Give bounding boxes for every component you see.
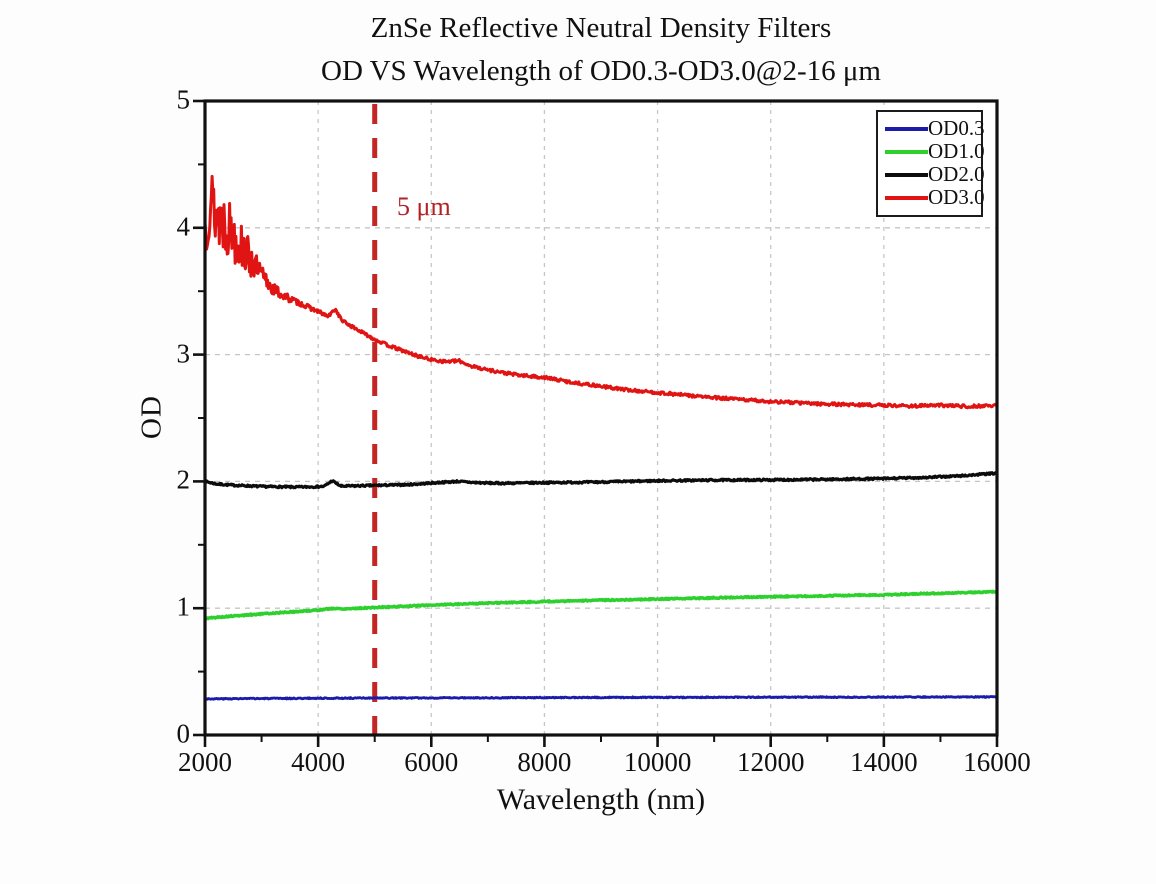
- y-tick-label: 2: [176, 464, 191, 495]
- plot-background: [205, 101, 997, 735]
- y-tick-label: 4: [176, 211, 191, 242]
- legend-label: OD2.0: [928, 162, 985, 186]
- chart-title-line-1: ZnSe Reflective Neutral Density Filters: [370, 12, 832, 44]
- legend-line-sample: [885, 126, 928, 131]
- x-tick-label: 12000: [736, 747, 805, 777]
- series-line-OD1.0: [204, 589, 998, 621]
- y-tick-label: 3: [176, 337, 191, 368]
- legend-label: OD3.0: [928, 185, 985, 209]
- legend-label: OD0.3: [928, 116, 985, 140]
- x-tick-label: 6000: [404, 747, 459, 777]
- legend-line-sample: [885, 195, 928, 200]
- legend-item-OD0.3: OD0.3: [885, 117, 985, 140]
- legend-line-sample: [885, 172, 928, 177]
- legend: OD0.3 OD1.0 OD2.0 OD3.0: [876, 110, 985, 217]
- legend-item-OD3.0: OD3.0: [885, 186, 985, 209]
- chart-title-line-2: OD VS Wavelength of OD0.3-OD3.0@2-16 μm: [321, 55, 881, 87]
- y-tick-label: 0: [176, 718, 191, 749]
- legend-line-sample: [885, 149, 928, 154]
- x-tick-label: 10000: [623, 747, 692, 777]
- y-axis-title: OD: [135, 395, 168, 439]
- legend-item-OD1.0: OD1.0: [885, 140, 985, 163]
- legend-item-OD2.0: OD2.0: [885, 163, 985, 186]
- x-tick-label: 14000: [850, 747, 918, 777]
- x-tick-label: 4000: [291, 747, 346, 777]
- x-tick-label: 2000: [178, 747, 232, 777]
- series-line-OD2.0: [204, 471, 998, 490]
- series-line-OD3.0: [203, 174, 999, 410]
- series-line-OD0.3: [204, 695, 998, 701]
- x-tick-label: 8000: [517, 747, 572, 777]
- legend-label: OD1.0: [928, 139, 985, 163]
- annotation-5um-label: 5 μm: [397, 192, 451, 221]
- y-tick-label: 1: [176, 591, 191, 622]
- y-tick-label: 5: [176, 84, 191, 115]
- x-tick-label: 16000: [963, 747, 1031, 777]
- x-axis-title: Wavelength (nm): [496, 783, 706, 816]
